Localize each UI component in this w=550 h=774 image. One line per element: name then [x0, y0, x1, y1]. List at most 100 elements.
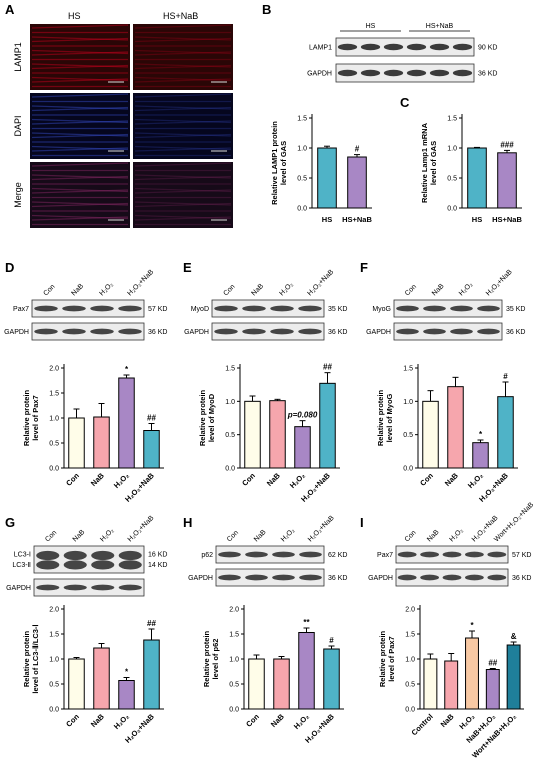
blot-strip [393, 322, 503, 341]
y-tick-label: 1.0 [49, 657, 59, 664]
kd-label: 36 KD [148, 329, 167, 336]
y-axis-label: level of p62 [211, 639, 220, 680]
tissue-texture [31, 216, 129, 221]
bar-chart-I: 0.0 0.5 1.0 1.5 2.0 Relative protein level of … [378, 605, 524, 760]
row-label-gapdh: GAPDH [366, 329, 391, 336]
tissue-texture [31, 49, 129, 55]
y-axis-label: Relative protein [198, 389, 207, 446]
lane-label: NaB [72, 529, 87, 544]
panel-label-C: C [400, 95, 410, 110]
lane-label: Con [226, 529, 240, 543]
category-label: Con [64, 712, 81, 729]
kd-label: 57 KD [512, 552, 531, 559]
blot-band [34, 328, 58, 335]
lane-label: H₂O₂+NaB [126, 268, 155, 297]
row-label-gapdh: GAPDH [184, 329, 209, 336]
bar-chart-C: 0.0 0.5 1.0 1.5 Relative Lamp1 mRNA level of … [420, 114, 522, 224]
row-label-gapdh: GAPDH [188, 575, 213, 582]
y-tick-label: 2.0 [229, 607, 239, 614]
blot-band [406, 69, 427, 77]
significance-mark: # [503, 372, 508, 381]
blot-band [450, 305, 473, 312]
bar [118, 377, 135, 469]
bar [143, 639, 160, 710]
y-axis-label: Relative protein [202, 630, 211, 687]
blot-band [383, 69, 404, 77]
bar [506, 644, 521, 710]
y-axis-label: Relative LAMP1 protein [270, 121, 279, 205]
tissue-texture [134, 118, 232, 124]
blot-strip [335, 37, 475, 57]
blot-band [118, 560, 142, 570]
bar [467, 147, 487, 209]
y-tick-label: 0.5 [49, 682, 59, 689]
blot-band [299, 551, 322, 558]
y-tick-label: 1.5 [225, 366, 235, 373]
y-tick-label: 0.5 [229, 682, 239, 689]
significance-mark: * [470, 621, 474, 630]
kd-label: 62 KD [328, 552, 347, 559]
lane-label: NaB [253, 529, 268, 544]
blot-strip [215, 568, 325, 587]
y-tick-label: 0.5 [297, 176, 307, 183]
lane-label: NaB [431, 283, 446, 298]
row-label-myod: MyoD [191, 306, 209, 313]
y-tick-label: 1.5 [447, 116, 457, 123]
y-tick-label: 0.0 [297, 206, 307, 213]
category-label: NaB [89, 712, 106, 729]
bar [143, 430, 160, 469]
tissue-texture [134, 63, 232, 68]
blot-band [420, 574, 440, 581]
category-label: H₂O₂ [292, 712, 311, 731]
y-axis-label: level of Pax7 [31, 395, 40, 440]
category-label: HS [322, 215, 332, 224]
lane-label: H₂O₂ [278, 281, 294, 297]
bar [294, 426, 311, 469]
blot-band [464, 551, 484, 558]
blot-band [118, 584, 142, 591]
bar-chart-F: 0.0 0.5 1.0 1.5 Relative protein level of Myo… [376, 364, 518, 504]
tissue-texture [31, 120, 129, 125]
category-label: NaB [443, 471, 460, 488]
tissue-texture [134, 93, 232, 98]
y-tick-label: 0.0 [405, 707, 415, 714]
tissue-texture [134, 49, 232, 55]
blot-band [298, 328, 322, 335]
micrograph-grid: HS HS+NaB LAMP1 DAPI Merge [13, 11, 233, 228]
bar [298, 632, 315, 710]
category-label: Con [418, 471, 435, 488]
tissue-texture [134, 78, 232, 83]
blot-band [272, 551, 295, 558]
tissue-texture [31, 214, 129, 220]
bar [68, 417, 85, 469]
category-label: NaB [269, 712, 286, 729]
kd-label: 36 KD [478, 71, 497, 78]
y-tick-label: 0.5 [225, 432, 235, 439]
western-blot-B: HS HS+NaB LAMP1 90 KD GAPDH 36 KD [307, 23, 497, 83]
blot-strip [31, 322, 145, 341]
y-axis-label: Relative protein [376, 389, 385, 446]
lane-label: NaB [426, 529, 441, 544]
bar [444, 660, 459, 710]
y-axis-label: level of MyoD [207, 393, 216, 442]
western-blot-F: Con NaB H₂O₂ H₂O₂+NaB MyoG 35 KD GAPDH 36 KD [366, 268, 525, 341]
micrograph-tile [133, 162, 233, 228]
row-label-pax7: Pax7 [377, 552, 393, 559]
tissue-texture [134, 201, 232, 206]
y-tick-label: 0.0 [447, 206, 457, 213]
tissue-texture [31, 118, 129, 124]
blot-band [299, 574, 322, 581]
tissue-texture [31, 51, 129, 56]
y-tick-label: 1.0 [229, 657, 239, 664]
tissue-texture [134, 202, 232, 208]
y-tick-label: 1.0 [49, 416, 59, 423]
tissue-texture [134, 76, 232, 82]
y-tick-label: 0.0 [49, 707, 59, 714]
panel-label-H: H [183, 515, 192, 530]
blot-band [442, 551, 462, 558]
significance-mark: # [355, 145, 360, 154]
significance-mark: p=0.080 [287, 411, 318, 420]
row-label-gapdh: GAPDH [307, 71, 332, 78]
tissue-texture [134, 51, 232, 56]
tissue-texture [134, 132, 232, 137]
